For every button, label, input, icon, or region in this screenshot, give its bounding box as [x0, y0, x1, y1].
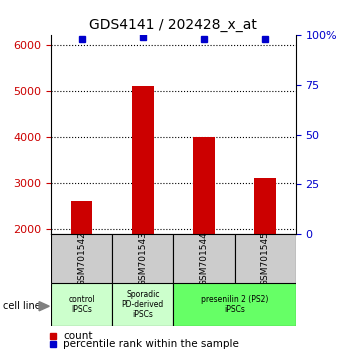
Bar — [132, 86, 153, 321]
Bar — [193, 137, 215, 321]
FancyBboxPatch shape — [173, 283, 296, 326]
FancyBboxPatch shape — [112, 234, 173, 283]
Bar — [254, 178, 276, 321]
FancyBboxPatch shape — [51, 234, 112, 283]
Text: count: count — [63, 331, 92, 341]
Text: percentile rank within the sample: percentile rank within the sample — [63, 339, 239, 349]
Title: GDS4141 / 202428_x_at: GDS4141 / 202428_x_at — [89, 18, 257, 32]
Text: Sporadic
PD-derived
iPSCs: Sporadic PD-derived iPSCs — [122, 290, 164, 319]
FancyBboxPatch shape — [235, 234, 296, 283]
Text: GSM701542: GSM701542 — [77, 231, 86, 286]
Text: GSM701545: GSM701545 — [261, 231, 270, 286]
Text: GSM701543: GSM701543 — [138, 231, 147, 286]
Text: GSM701544: GSM701544 — [200, 231, 208, 286]
FancyBboxPatch shape — [112, 283, 173, 326]
Text: presenilin 2 (PS2)
iPSCs: presenilin 2 (PS2) iPSCs — [201, 295, 268, 314]
FancyBboxPatch shape — [51, 283, 112, 326]
Bar — [71, 201, 92, 321]
Text: control
IPSCs: control IPSCs — [68, 295, 95, 314]
Polygon shape — [39, 302, 49, 311]
FancyBboxPatch shape — [173, 234, 235, 283]
Text: cell line: cell line — [3, 301, 41, 311]
